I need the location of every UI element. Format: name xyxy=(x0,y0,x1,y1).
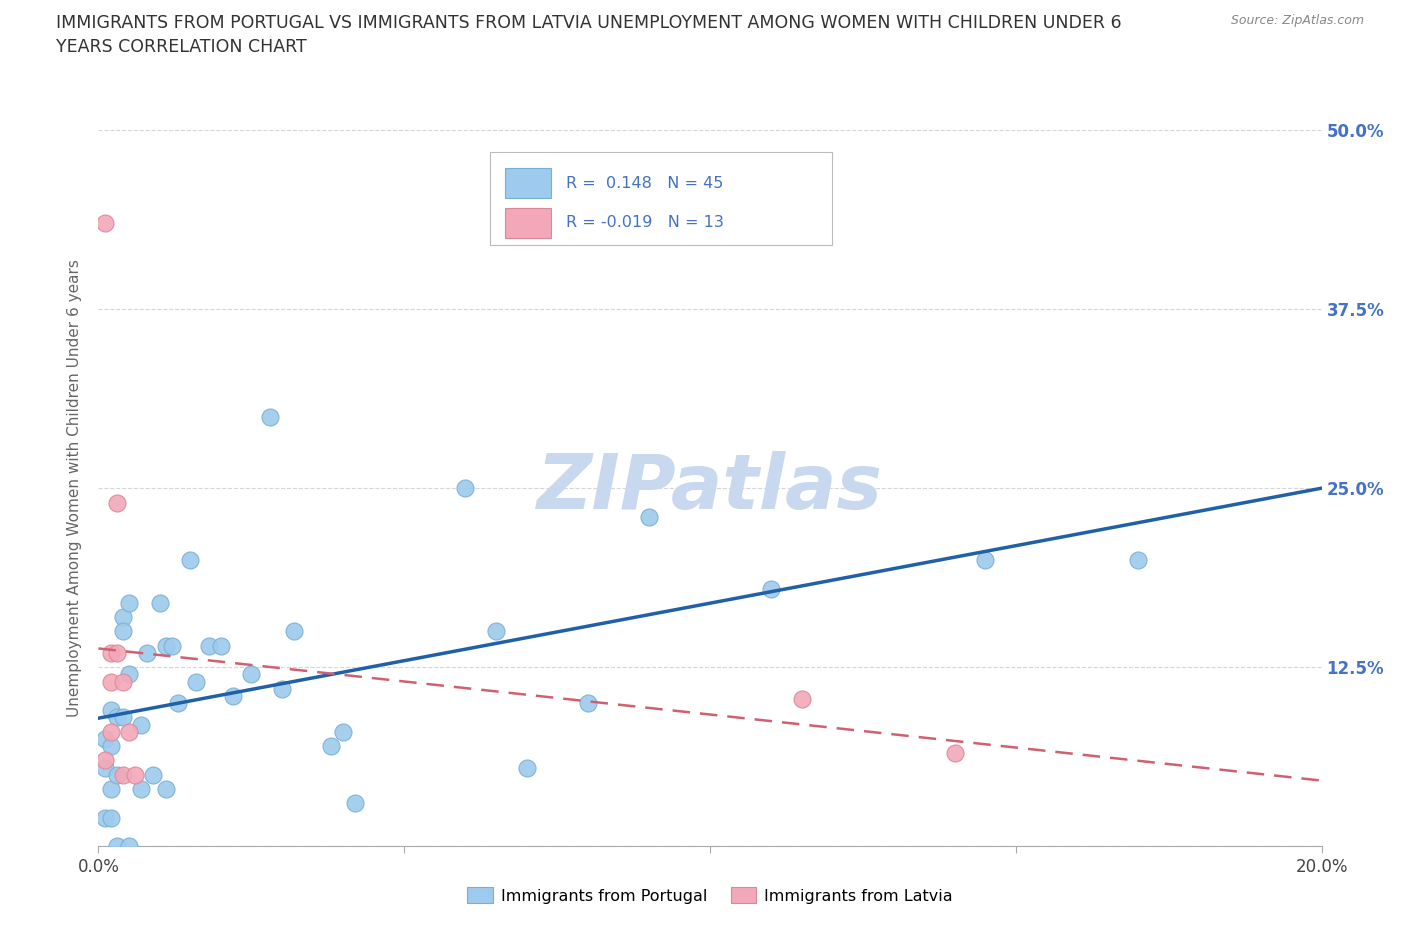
Point xyxy=(790,691,813,706)
Point xyxy=(332,724,354,739)
Point xyxy=(93,753,115,768)
Point xyxy=(111,710,134,724)
Point xyxy=(118,839,141,854)
Point xyxy=(974,552,997,567)
Point xyxy=(105,767,128,782)
Point xyxy=(111,767,134,782)
Point xyxy=(454,481,477,496)
Point xyxy=(155,781,177,796)
Point xyxy=(160,638,183,653)
Point xyxy=(759,581,782,596)
Point xyxy=(118,724,141,739)
Point xyxy=(111,610,134,625)
Point xyxy=(105,839,128,854)
Point xyxy=(124,767,146,782)
Point xyxy=(129,717,152,732)
Point xyxy=(100,724,122,739)
Point xyxy=(111,624,134,639)
Point xyxy=(186,674,208,689)
Point xyxy=(100,645,122,660)
Point xyxy=(943,746,966,761)
Point xyxy=(222,688,245,703)
Point xyxy=(179,552,201,567)
Text: ZIPatlas: ZIPatlas xyxy=(537,451,883,525)
Point xyxy=(149,595,172,610)
Point xyxy=(100,781,122,796)
Point xyxy=(155,638,177,653)
Point xyxy=(319,738,342,753)
Point xyxy=(105,710,128,724)
FancyBboxPatch shape xyxy=(489,152,832,245)
Point xyxy=(142,767,165,782)
Point xyxy=(93,810,115,825)
Point xyxy=(118,595,141,610)
Point xyxy=(100,810,122,825)
Point xyxy=(209,638,232,653)
Point xyxy=(118,667,141,682)
Point xyxy=(93,216,115,231)
Point xyxy=(485,624,508,639)
Point xyxy=(637,510,661,525)
Point xyxy=(240,667,263,682)
Point xyxy=(516,760,538,775)
Point xyxy=(270,682,292,697)
Point xyxy=(167,696,190,711)
FancyBboxPatch shape xyxy=(505,207,551,238)
Y-axis label: Unemployment Among Women with Children Under 6 years: Unemployment Among Women with Children U… xyxy=(67,259,83,717)
Text: R = -0.019   N = 13: R = -0.019 N = 13 xyxy=(565,215,724,230)
Point xyxy=(100,674,122,689)
Legend: Immigrants from Portugal, Immigrants from Latvia: Immigrants from Portugal, Immigrants fro… xyxy=(461,881,959,910)
Point xyxy=(129,781,152,796)
Point xyxy=(344,796,367,811)
Point xyxy=(105,495,128,510)
Point xyxy=(136,645,159,660)
Point xyxy=(93,760,115,775)
Point xyxy=(100,703,122,718)
Point xyxy=(93,732,115,747)
Point xyxy=(111,674,134,689)
Text: R =  0.148   N = 45: R = 0.148 N = 45 xyxy=(565,176,723,191)
Text: IMMIGRANTS FROM PORTUGAL VS IMMIGRANTS FROM LATVIA UNEMPLOYMENT AMONG WOMEN WITH: IMMIGRANTS FROM PORTUGAL VS IMMIGRANTS F… xyxy=(56,14,1122,56)
Point xyxy=(576,696,599,711)
Point xyxy=(105,645,128,660)
Point xyxy=(283,624,305,639)
FancyBboxPatch shape xyxy=(505,168,551,198)
Point xyxy=(1128,552,1150,567)
Text: Source: ZipAtlas.com: Source: ZipAtlas.com xyxy=(1230,14,1364,27)
Point xyxy=(100,738,122,753)
Point xyxy=(259,409,281,424)
Point xyxy=(197,638,219,653)
